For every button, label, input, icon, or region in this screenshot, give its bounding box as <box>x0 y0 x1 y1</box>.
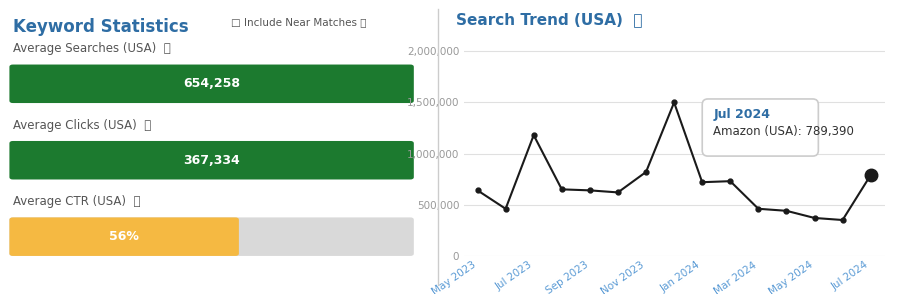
Text: Average Searches (USA)  ⓘ: Average Searches (USA) ⓘ <box>13 42 171 55</box>
Text: 367,334: 367,334 <box>184 154 240 167</box>
Text: 654,258: 654,258 <box>183 77 240 90</box>
Text: Keyword Statistics: Keyword Statistics <box>13 18 188 36</box>
Text: Amazon (USA): 789,390: Amazon (USA): 789,390 <box>714 125 854 138</box>
Text: □ Include Near Matches ⓘ: □ Include Near Matches ⓘ <box>230 18 366 28</box>
Text: Average CTR (USA)  ⓘ: Average CTR (USA) ⓘ <box>13 195 140 208</box>
FancyBboxPatch shape <box>9 218 238 256</box>
Text: Jul 2024: Jul 2024 <box>714 108 770 121</box>
FancyBboxPatch shape <box>9 65 414 103</box>
FancyBboxPatch shape <box>9 141 414 179</box>
Text: Average Clicks (USA)  ⓘ: Average Clicks (USA) ⓘ <box>13 118 151 131</box>
Text: 56%: 56% <box>109 230 140 243</box>
FancyBboxPatch shape <box>9 218 414 256</box>
Text: Search Trend (USA)  ⓘ: Search Trend (USA) ⓘ <box>456 12 643 27</box>
